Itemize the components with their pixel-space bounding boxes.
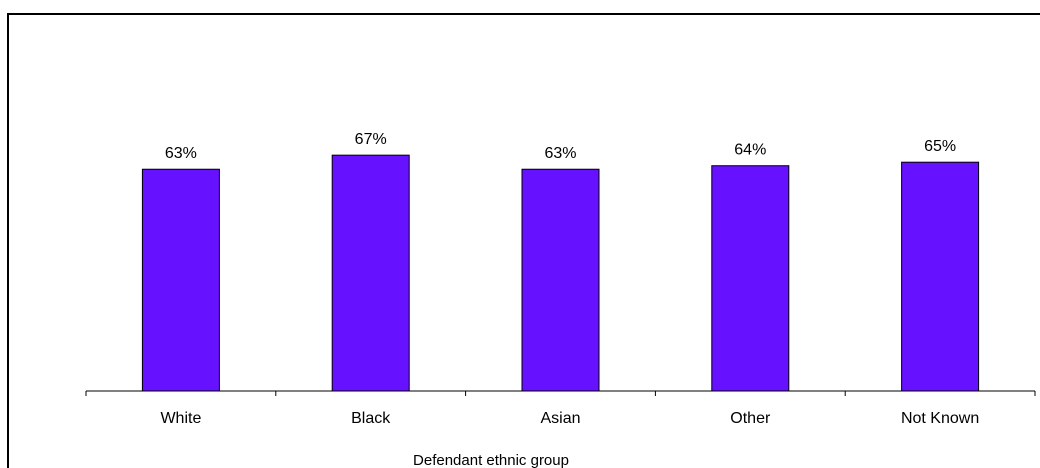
bar-white xyxy=(141,168,220,392)
bar-asian xyxy=(521,168,600,392)
data-label: 67% xyxy=(355,131,387,148)
x-axis xyxy=(85,390,1036,396)
data-label: 63% xyxy=(165,145,197,162)
x-tick-label: Black xyxy=(351,410,391,427)
x-axis-title: Defendant ethnic group xyxy=(413,452,569,468)
x-tick-label: White xyxy=(160,410,201,427)
data-label: 63% xyxy=(544,145,576,162)
bars-group xyxy=(141,154,980,392)
x-tick-labels-group: White Black Asian Other Not Known xyxy=(160,410,979,427)
x-tick-label: Other xyxy=(730,410,771,427)
bar-other xyxy=(711,165,790,392)
bar-black xyxy=(331,154,410,392)
x-tick-label: Asian xyxy=(540,410,580,427)
x-tick-label: Not Known xyxy=(901,410,979,427)
data-label: 64% xyxy=(734,142,766,159)
data-labels-group: 63% 67% 63% 64% 65% xyxy=(165,131,956,162)
data-label: 65% xyxy=(924,138,956,155)
bar-not-known xyxy=(901,161,980,392)
